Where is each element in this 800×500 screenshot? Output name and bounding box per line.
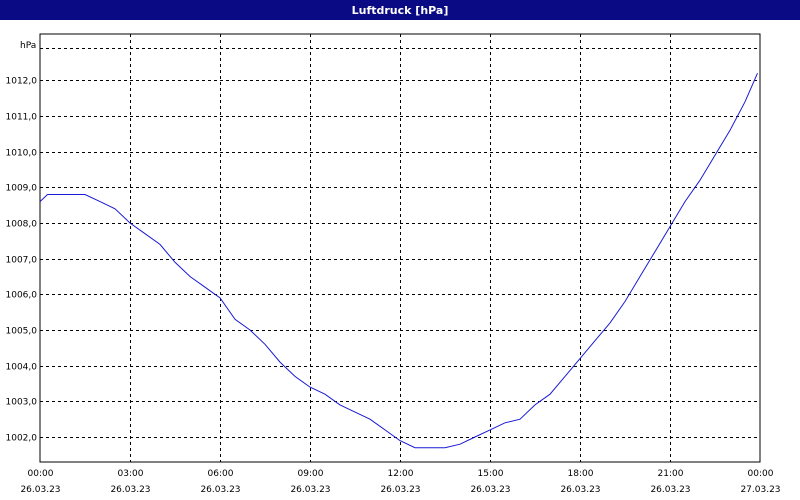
x-tick-time-label: 00:00 (748, 469, 774, 479)
y-tick-label: 1010,0 (6, 149, 38, 159)
x-tick-date-label: 26.03.23 (560, 485, 600, 495)
x-tick-date-label: 26.03.23 (200, 485, 240, 495)
y-tick-label: 1011,0 (6, 113, 38, 123)
x-tick-date-label: 26.03.23 (650, 485, 690, 495)
x-tick-time-label: 18:00 (568, 469, 594, 479)
chart-title: Luftdruck [hPa] (0, 0, 800, 20)
x-tick-date-label: 26.03.23 (380, 485, 420, 495)
x-tick-time-label: 03:00 (118, 469, 144, 479)
pressure-series-line (39, 72, 758, 449)
x-tick-time-label: 09:00 (298, 469, 324, 479)
y-tick-label: 1002,0 (6, 434, 38, 444)
x-tick-time-label: 06:00 (208, 469, 234, 479)
y-tick-label: 1004,0 (6, 363, 38, 373)
x-tick-time-label: 00:00 (28, 469, 54, 479)
grid (40, 34, 760, 462)
y-tick-label: 1012,0 (6, 77, 38, 87)
x-tick-date-label: 26.03.23 (470, 485, 510, 495)
x-axis-ticks: 00:00 26.03.23 03:00 26.03.23 06:00 26.03.23 0… (20, 469, 780, 495)
y-tick-label: 1007,0 (6, 256, 38, 266)
x-tick-date-label: 26.03.23 (110, 485, 150, 495)
y-axis-ticks: 1002,0 1003,0 1004,0 1005,0 1006,0 1007,0 1008… (6, 77, 38, 444)
y-tick-label: 1006,0 (6, 291, 38, 301)
y-tick-label: 1005,0 (6, 327, 38, 337)
x-tick-time-label: 21:00 (658, 469, 684, 479)
x-tick-time-label: 12:00 (388, 469, 414, 479)
y-tick-label: 1003,0 (6, 398, 38, 408)
plot-frame (39, 33, 761, 463)
pressure-chart: hPa 1002,0 1003,0 1004,0 1005,0 1006,0 1007,0… (6, 33, 781, 495)
x-tick-date-label: 26.03.23 (290, 485, 330, 495)
x-tick-time-label: 15:00 (478, 469, 504, 479)
x-tick-date-label: 27.03.23 (740, 485, 780, 495)
y-tick-label: 1009,0 (6, 184, 38, 194)
y-tick-label: 1008,0 (6, 220, 38, 230)
y-axis-unit-label: hPa (20, 41, 36, 51)
x-tick-date-label: 26.03.23 (20, 485, 60, 495)
